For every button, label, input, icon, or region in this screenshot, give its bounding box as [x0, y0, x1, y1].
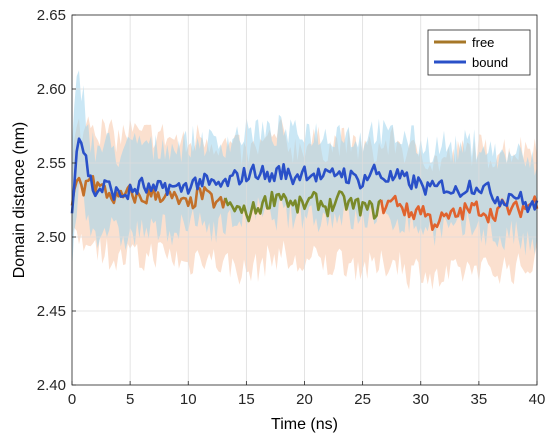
y-axis-label: Domain distance (nm) — [11, 122, 28, 279]
x-tick-label: 35 — [471, 391, 488, 408]
y-tick-label: 2.55 — [37, 155, 66, 172]
y-tick-label: 2.40 — [37, 377, 66, 394]
legend-label-free: free — [472, 35, 494, 50]
x-tick-label: 30 — [412, 391, 429, 408]
legend: free bound — [427, 29, 531, 76]
x-axis-label: Time (ns) — [271, 416, 338, 433]
series-line-free — [70, 175, 227, 210]
x-tick-label: 15 — [238, 391, 255, 408]
x-tick-label: 5 — [126, 391, 134, 408]
x-tick-label: 0 — [68, 391, 76, 408]
x-tick-label: 25 — [354, 391, 371, 408]
x-tick-label: 40 — [529, 391, 546, 408]
x-axis-ticks: 0 5 10 15 20 25 30 35 40 — [68, 381, 546, 408]
y-tick-label: 2.50 — [37, 229, 66, 246]
series-line-free — [224, 190, 383, 223]
y-tick-label: 2.45 — [37, 303, 66, 320]
x-tick-label: 20 — [296, 391, 313, 408]
x-tick-label: 10 — [180, 391, 197, 408]
y-axis-ticks: 2.40 2.45 2.50 2.55 2.60 2.65 — [37, 7, 76, 394]
legend-box — [427, 29, 531, 76]
series-line-free — [379, 194, 539, 231]
y-tick-label: 2.60 — [37, 81, 66, 98]
series-lines — [70, 137, 539, 231]
legend-label-bound: bound — [472, 55, 508, 70]
y-tick-label: 2.65 — [37, 7, 66, 24]
series-line-bound — [70, 137, 539, 214]
